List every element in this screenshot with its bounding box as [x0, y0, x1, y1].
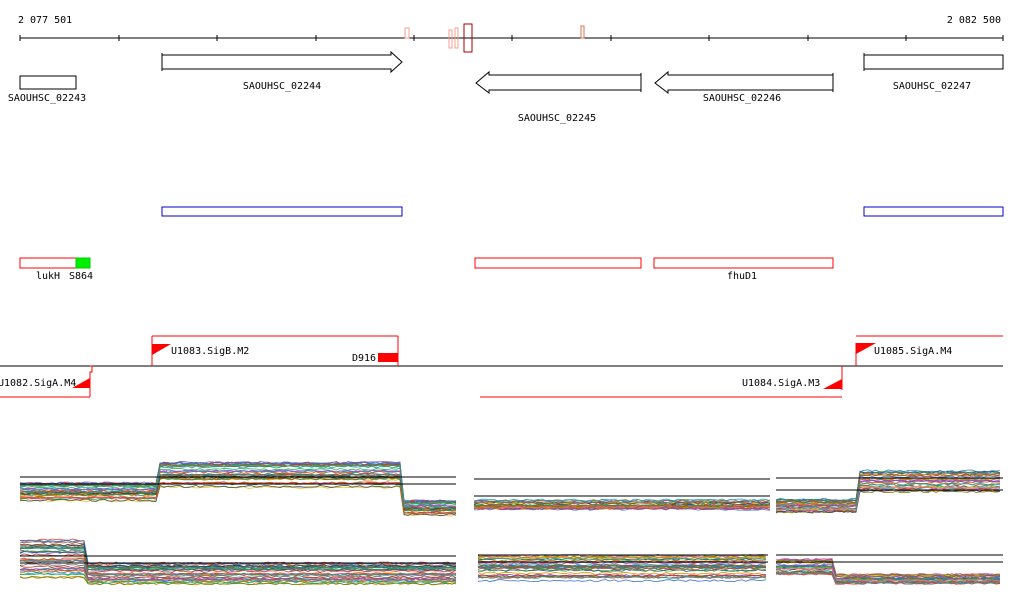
annotation-s864-box[interactable]	[75, 257, 91, 269]
expression-profile-line	[19, 573, 457, 584]
gene-track: SAOUHSC_02243 SAOUHSC_02244 SAOUHSC_0224…	[8, 50, 1004, 124]
expression-profile-line	[473, 503, 771, 507]
expression-profile-line	[775, 563, 1001, 580]
expression-profile-line	[19, 569, 457, 582]
annotation-fhud1-box[interactable]	[653, 257, 834, 269]
gene-label: SAOUHSC_02247	[893, 81, 971, 92]
expression-profile-line	[473, 503, 771, 508]
blue-feature-box[interactable]	[863, 206, 1004, 217]
expression-profile-line	[19, 481, 457, 514]
expression-profile-line	[19, 464, 457, 505]
blue-feature-track	[161, 206, 1004, 217]
gene-label: SAOUHSC_02246	[703, 93, 781, 104]
expression-profile-line	[775, 476, 1001, 506]
expression-profile-line	[775, 490, 1001, 514]
coordinate-ruler: 2 077 501 2 082 500	[18, 15, 1004, 53]
annotation-track: lukH S864 fhuD1	[19, 257, 834, 282]
tu-label: U1084.SigA.M3	[742, 378, 820, 389]
ruler-small-markers	[404, 23, 585, 53]
expression-profile-line	[19, 543, 457, 568]
expression-profile-line	[477, 571, 767, 575]
gene-saouhsc-02247[interactable]: SAOUHSC_02247	[863, 53, 1004, 92]
expression-profile-line	[19, 465, 457, 505]
tu-d916[interactable]: D916	[352, 336, 399, 366]
expression-profile-line	[473, 498, 771, 502]
tu-label: U1082.SigA.M4	[0, 378, 76, 389]
expression-panel-upper	[19, 460, 1003, 517]
expression-profile-line	[19, 563, 457, 579]
expression-profile-line	[19, 473, 457, 510]
expression-profile-line	[477, 566, 767, 570]
transcription-unit-track: U1082.SigA.M4 U1083.SigB.M2 D916 U1084.S…	[0, 335, 1003, 398]
annotation-box[interactable]	[474, 257, 642, 269]
expression-profile-line	[775, 569, 1001, 583]
expression-profile-line	[19, 484, 457, 517]
expression-profile-line	[19, 472, 457, 509]
expression-profile-line	[19, 477, 457, 512]
expression-profile-line	[19, 461, 456, 503]
annotation-lukh-label: lukH	[36, 271, 60, 282]
gene-saouhsc-02244[interactable]: SAOUHSC_02244	[161, 50, 403, 92]
expression-profile-line	[19, 485, 457, 517]
expression-profile-line	[477, 579, 767, 583]
tu-u1082[interactable]: U1082.SigA.M4	[0, 365, 93, 398]
expression-profile-line	[775, 471, 1001, 503]
expression-profile-line	[478, 568, 767, 572]
expression-profile-line	[473, 504, 771, 508]
expression-profile-line	[477, 575, 767, 579]
expression-profile-line	[19, 553, 457, 573]
expression-profile-line	[775, 570, 1001, 584]
expression-profile-line	[19, 567, 457, 581]
expression-profile-line	[19, 467, 457, 507]
expression-profile-line	[775, 482, 1001, 510]
annotation-lukh-box[interactable]	[19, 257, 77, 269]
expression-profile-line	[19, 549, 457, 571]
expression-panel-lower	[19, 538, 1003, 586]
expression-profile-line	[473, 501, 771, 505]
expression-profile-line	[473, 505, 771, 509]
gene-saouhsc-02245[interactable]: SAOUHSC_02245	[475, 70, 642, 124]
expression-profile-line	[19, 546, 457, 569]
tu-label: U1083.SigB.M2	[171, 346, 249, 357]
expression-profile-line	[19, 460, 457, 503]
expression-profile-line	[19, 559, 457, 577]
expression-profile-line	[19, 469, 457, 508]
gene-label: SAOUHSC_02243	[8, 93, 86, 104]
expression-profile-line	[775, 567, 1001, 582]
expression-profile-line	[477, 557, 767, 561]
expression-profile-line	[775, 571, 1001, 585]
expression-profile-line	[775, 486, 1001, 511]
gene-label: SAOUHSC_02245	[518, 113, 596, 124]
gene-saouhsc-02246[interactable]: SAOUHSC_02246	[654, 70, 834, 104]
gene-label: SAOUHSC_02244	[243, 81, 321, 92]
gene-saouhsc-02243[interactable]: SAOUHSC_02243	[8, 75, 86, 104]
tu-label: D916	[352, 353, 376, 364]
tu-u1085[interactable]: U1085.SigA.M4	[855, 335, 1003, 366]
tu-u1083[interactable]: U1083.SigB.M2	[151, 335, 398, 366]
annotation-fhud1-label: fhuD1	[727, 271, 757, 282]
ruler-ticks	[19, 35, 1004, 41]
ruler-end-coordinate: 2 082 500	[947, 15, 1001, 26]
expression-profile-line	[19, 462, 457, 504]
blue-feature-box[interactable]	[161, 206, 403, 217]
expression-profile-line	[19, 576, 457, 586]
tu-u1084[interactable]: U1084.SigA.M3	[480, 366, 843, 398]
tu-label: U1085.SigA.M4	[874, 346, 952, 357]
annotation-s864-label: S864	[69, 271, 93, 282]
expression-profile-line	[775, 473, 1001, 504]
expression-profile-line	[19, 470, 457, 508]
ruler-start-coordinate: 2 077 501	[18, 15, 72, 26]
